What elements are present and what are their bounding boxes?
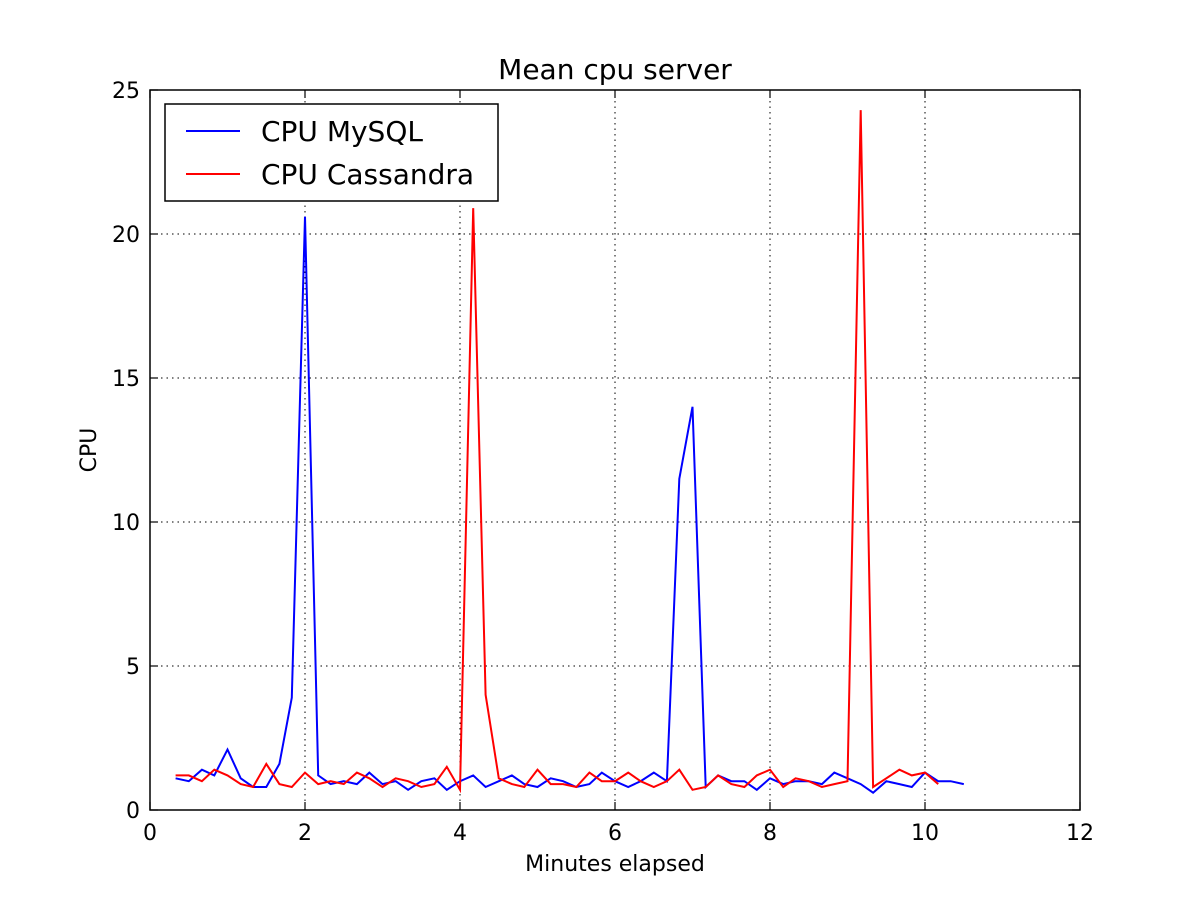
legend-box [164,103,499,202]
x-tick-label: 0 [143,821,157,846]
x-tick-label: 6 [608,821,622,846]
series-line-cpu-mysql [175,216,965,794]
y-tick-label: 5 [126,655,140,680]
x-axis-label: Minutes elapsed [525,852,705,877]
legend-label-cpu-mysql: CPU MySQL [261,115,423,148]
x-tick-label: 4 [453,821,467,846]
x-tick-label: 2 [298,821,312,846]
y-axis-label: CPU [77,428,102,473]
x-tick-label: 10 [911,821,939,846]
y-tick-label: 20 [112,223,140,248]
legend: CPU MySQL CPU Cassandra [164,103,499,202]
chart-title: Mean cpu server [498,53,732,86]
y-tick-label: 10 [112,511,140,536]
series-lines [175,110,965,794]
y-tick-label: 0 [126,799,140,824]
x-tick-label: 8 [763,821,777,846]
series-line-cpu-cassandra [175,110,939,794]
x-tick-label: 12 [1066,821,1094,846]
axis-ticks: 0 2 4 6 8 10 12 0 5 10 15 20 25 [112,79,1094,846]
y-tick-label: 25 [112,79,140,104]
legend-label-cpu-cassandra: CPU Cassandra [261,158,474,191]
y-tick-label: 15 [112,367,140,392]
